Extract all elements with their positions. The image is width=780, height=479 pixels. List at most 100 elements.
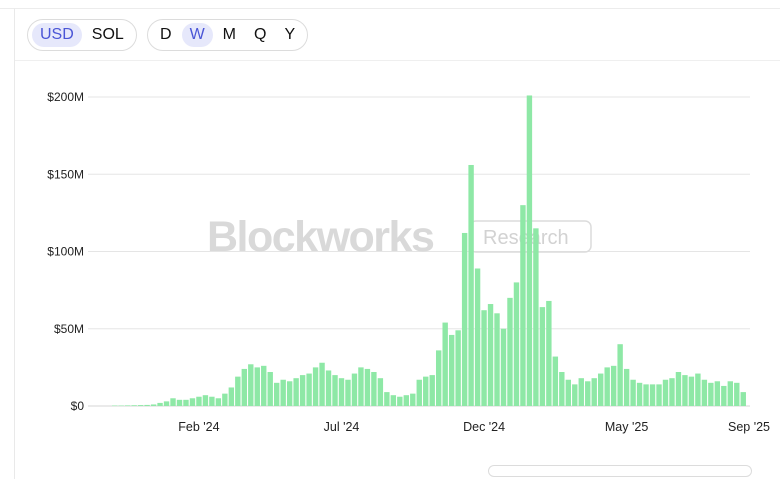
bar[interactable] bbox=[371, 372, 377, 406]
bar[interactable] bbox=[377, 378, 384, 406]
bar[interactable] bbox=[494, 313, 500, 406]
bar[interactable] bbox=[137, 405, 144, 406]
bar[interactable] bbox=[267, 372, 273, 406]
bar[interactable] bbox=[228, 387, 235, 406]
bar[interactable] bbox=[215, 398, 222, 406]
bar[interactable] bbox=[364, 368, 371, 406]
bar[interactable] bbox=[196, 396, 202, 406]
bar[interactable] bbox=[286, 381, 293, 406]
bar[interactable] bbox=[306, 373, 312, 406]
bar[interactable] bbox=[403, 395, 409, 406]
bar[interactable] bbox=[299, 375, 306, 406]
bar[interactable] bbox=[727, 381, 733, 406]
bar[interactable] bbox=[351, 373, 358, 406]
bar[interactable] bbox=[468, 164, 474, 406]
bar[interactable] bbox=[481, 310, 487, 406]
bar[interactable] bbox=[662, 379, 669, 406]
bar[interactable] bbox=[740, 392, 746, 406]
bar[interactable] bbox=[112, 405, 118, 407]
bar[interactable] bbox=[675, 372, 682, 406]
bar[interactable] bbox=[708, 382, 714, 406]
bar[interactable] bbox=[144, 404, 150, 406]
currency-usd-button[interactable]: USD bbox=[32, 23, 82, 47]
bar[interactable] bbox=[410, 393, 416, 406]
bar[interactable] bbox=[325, 370, 332, 406]
bar[interactable] bbox=[526, 95, 533, 407]
bar[interactable] bbox=[254, 367, 260, 407]
bar[interactable] bbox=[397, 396, 403, 406]
bar[interactable] bbox=[345, 379, 351, 406]
bar[interactable] bbox=[546, 300, 552, 406]
bar[interactable] bbox=[280, 379, 286, 406]
bar[interactable] bbox=[487, 304, 494, 406]
bar[interactable] bbox=[274, 382, 280, 406]
bar[interactable] bbox=[358, 367, 364, 407]
bar[interactable] bbox=[222, 393, 228, 406]
interval-quarter-button[interactable]: Q bbox=[254, 26, 267, 43]
bar[interactable] bbox=[533, 228, 539, 406]
bar[interactable] bbox=[623, 368, 630, 406]
bar[interactable] bbox=[474, 268, 481, 407]
bar[interactable] bbox=[423, 376, 429, 406]
bar[interactable] bbox=[572, 384, 578, 406]
bar[interactable] bbox=[338, 378, 345, 406]
bar[interactable] bbox=[455, 330, 461, 406]
bar[interactable] bbox=[565, 379, 571, 406]
bar[interactable] bbox=[669, 378, 675, 406]
bar[interactable] bbox=[241, 368, 247, 406]
bar[interactable] bbox=[390, 395, 397, 406]
bar[interactable] bbox=[559, 372, 565, 406]
bar[interactable] bbox=[176, 399, 183, 406]
bar[interactable] bbox=[448, 334, 455, 406]
interval-month-button[interactable]: M bbox=[222, 26, 236, 43]
bar[interactable] bbox=[630, 379, 636, 406]
interval-day-button[interactable]: D bbox=[160, 26, 172, 43]
bar[interactable] bbox=[384, 392, 390, 406]
interval-week-button[interactable]: W bbox=[181, 23, 213, 47]
bar[interactable] bbox=[248, 364, 254, 406]
bar[interactable] bbox=[118, 405, 124, 407]
bar[interactable] bbox=[124, 405, 131, 406]
bar[interactable] bbox=[312, 367, 319, 407]
bar[interactable] bbox=[507, 297, 513, 406]
bar[interactable] bbox=[734, 382, 740, 406]
bar[interactable] bbox=[617, 344, 623, 406]
bar[interactable] bbox=[643, 384, 649, 406]
bar[interactable] bbox=[163, 401, 170, 406]
bar[interactable] bbox=[649, 384, 656, 406]
bar[interactable] bbox=[332, 375, 338, 406]
bar[interactable] bbox=[189, 398, 196, 406]
bar[interactable] bbox=[436, 350, 442, 406]
bar[interactable] bbox=[578, 378, 584, 406]
bar[interactable] bbox=[688, 376, 695, 406]
bar[interactable] bbox=[319, 362, 325, 406]
bar[interactable] bbox=[416, 379, 422, 406]
bar[interactable] bbox=[442, 322, 448, 406]
bar[interactable] bbox=[682, 375, 688, 406]
bar[interactable] bbox=[610, 365, 617, 406]
interval-year-button[interactable]: Y bbox=[284, 26, 296, 43]
bar[interactable] bbox=[701, 379, 708, 406]
bar[interactable] bbox=[429, 375, 435, 406]
bar[interactable] bbox=[591, 378, 597, 406]
bar[interactable] bbox=[235, 376, 241, 406]
bar[interactable] bbox=[585, 381, 591, 406]
bar[interactable] bbox=[461, 232, 468, 406]
bar[interactable] bbox=[695, 373, 701, 406]
bar[interactable] bbox=[131, 405, 137, 406]
bar[interactable] bbox=[604, 367, 610, 407]
bar[interactable] bbox=[209, 396, 215, 406]
bar[interactable] bbox=[293, 378, 299, 406]
bar[interactable] bbox=[170, 398, 176, 406]
bar[interactable] bbox=[714, 381, 721, 406]
bar[interactable] bbox=[552, 356, 559, 406]
bar[interactable] bbox=[513, 282, 520, 406]
currency-sol-button[interactable]: SOL bbox=[91, 26, 124, 43]
bar[interactable] bbox=[656, 384, 662, 406]
bar[interactable] bbox=[183, 399, 189, 406]
bar[interactable] bbox=[500, 328, 507, 406]
bar[interactable] bbox=[157, 402, 163, 406]
bar[interactable] bbox=[261, 365, 267, 406]
bar[interactable] bbox=[520, 205, 526, 406]
bar[interactable] bbox=[721, 385, 727, 406]
